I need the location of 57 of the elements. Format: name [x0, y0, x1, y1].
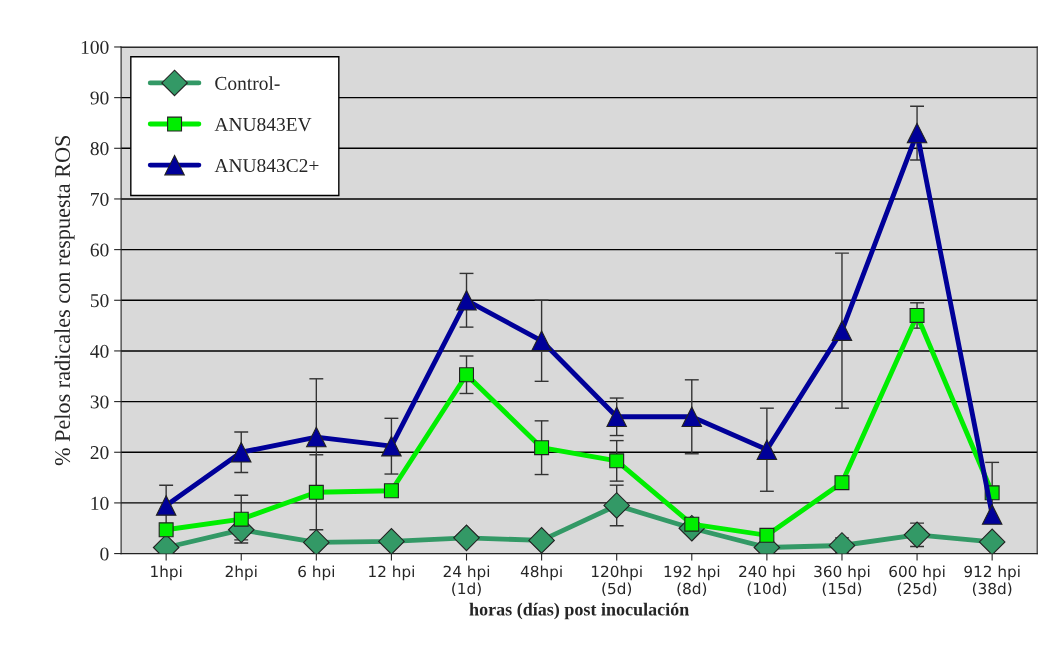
- point: [603, 492, 631, 519]
- y-tick-label: 90: [90, 91, 109, 105]
- point: [681, 406, 703, 428]
- point: [306, 426, 327, 448]
- point: [155, 495, 177, 516]
- x-tick-label: 48hpi: [520, 565, 562, 581]
- point: [383, 483, 399, 499]
- point: [230, 441, 252, 463]
- point: [756, 439, 778, 460]
- x-tick-label: 240 hpi (10d): [739, 565, 795, 597]
- point: [456, 289, 477, 311]
- point: [233, 511, 249, 527]
- point: [453, 524, 480, 552]
- point: [909, 307, 925, 323]
- point: [531, 330, 552, 352]
- x-tick-label: 360 hpi (15d): [814, 565, 870, 597]
- point: [906, 122, 928, 144]
- point: [831, 320, 853, 341]
- x-tick-label: 192 hpi (8d): [664, 565, 720, 597]
- point: [534, 440, 550, 456]
- point: [609, 453, 625, 469]
- x-tick-label: 6 hpi: [298, 565, 334, 581]
- point: [308, 484, 324, 500]
- x-axis-title: horas (días) post inoculación: [469, 602, 689, 620]
- y-tick-label: 10: [91, 496, 109, 510]
- x-tick-label: 2hpi: [225, 565, 257, 581]
- y-tick-label: 80: [90, 142, 109, 156]
- point: [903, 521, 931, 549]
- y-tick-label: 30: [90, 395, 109, 409]
- x-tick-label: 600 hpi (25d): [889, 565, 945, 597]
- x-tick-label: 12 hpi: [369, 565, 414, 581]
- y-axis-title: % Pelos radicales con respuesta ROS: [54, 135, 75, 466]
- point: [981, 504, 1003, 525]
- point: [759, 527, 775, 543]
- y-tick-label: 60: [90, 243, 109, 257]
- x-tick-label: 120hpi (5d): [591, 565, 642, 597]
- x-tick-label: 912 hpi (38d): [964, 565, 1020, 597]
- point: [606, 406, 627, 428]
- point: [378, 528, 405, 554]
- point: [459, 367, 475, 383]
- x-tick-label: 24 hpi (1d): [443, 565, 490, 597]
- x-tick-label: 1hpi: [151, 565, 182, 581]
- point: [158, 522, 174, 538]
- y-tick-label: 0: [100, 547, 109, 561]
- point: [381, 435, 402, 457]
- legend-label: ANU843C2+: [214, 158, 319, 173]
- y-tick-label: 100: [81, 40, 109, 54]
- point: [528, 527, 555, 554]
- point: [303, 529, 330, 554]
- point: [834, 475, 850, 491]
- y-tick-label: 20: [90, 446, 109, 460]
- y-tick-label: 70: [91, 192, 109, 206]
- y-tick-label: 50: [90, 294, 109, 308]
- point: [978, 528, 1006, 554]
- legend-label: Control-: [215, 76, 280, 90]
- y-tick-label: 40: [90, 344, 109, 358]
- legend-label: ANU843EV: [214, 117, 312, 132]
